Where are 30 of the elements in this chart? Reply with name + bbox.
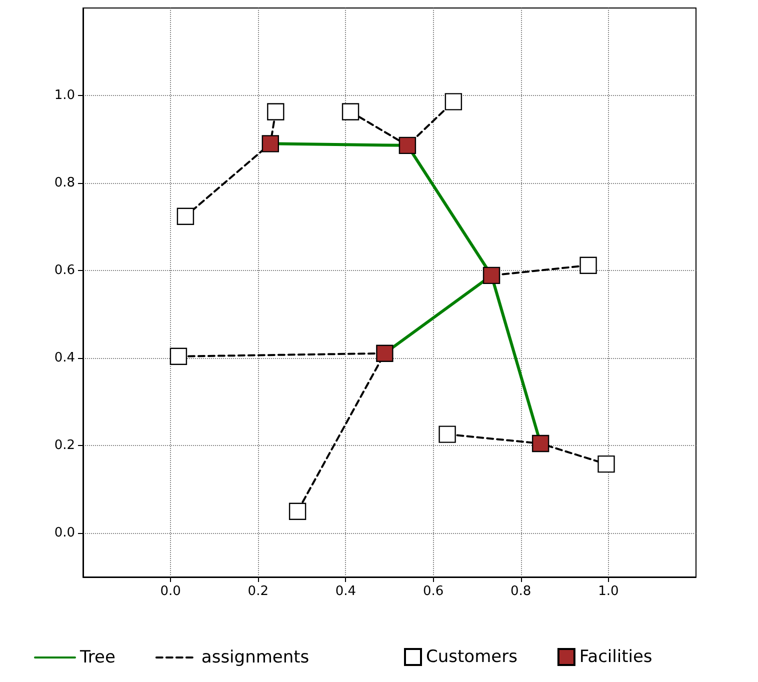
point: [288, 502, 306, 520]
point: [267, 103, 284, 120]
x-tick-label: 0.6: [422, 584, 444, 599]
y-tick-label: 1.0: [54, 88, 75, 104]
point: [170, 348, 188, 366]
point: [398, 136, 416, 154]
x-tick-label: 1.0: [598, 584, 619, 599]
legend-label: Customers: [426, 647, 518, 667]
point: [532, 434, 550, 452]
point: [580, 256, 597, 274]
point: [176, 208, 194, 225]
x-tick-label: 0.8: [510, 584, 532, 599]
point: [262, 135, 280, 152]
y-tick-label: 0.4: [54, 350, 75, 366]
point: [376, 344, 394, 362]
point: [482, 266, 500, 284]
legend-label: assignments: [201, 648, 310, 668]
y-tick-label: 0.6: [54, 263, 75, 278]
point: [444, 93, 462, 110]
legend-label: Facilities: [579, 647, 652, 667]
legend-label: Tree: [79, 648, 116, 668]
point: [342, 103, 360, 120]
point: [598, 455, 615, 473]
x-tick-label: 0.0: [160, 584, 181, 599]
y-tick-label: 0.0: [54, 526, 75, 541]
x-tick-label: 0.2: [248, 584, 268, 599]
y-tick-label: 0.2: [54, 438, 75, 454]
point: [438, 426, 456, 443]
y-tick-label: 0.8: [54, 176, 75, 191]
x-tick-label: 0.4: [335, 584, 356, 599]
